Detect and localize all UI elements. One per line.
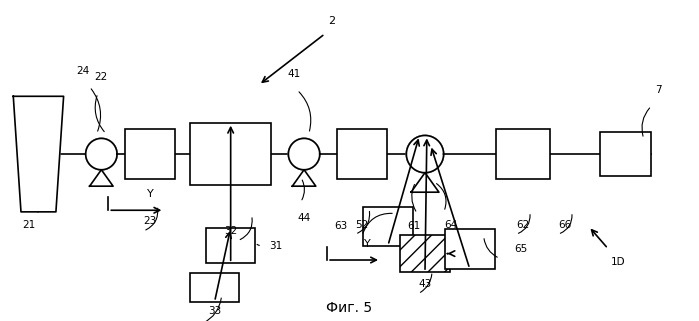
Polygon shape — [86, 138, 117, 170]
Polygon shape — [289, 138, 319, 170]
Bar — [337, 129, 387, 179]
Text: 41: 41 — [287, 69, 300, 79]
Bar — [445, 229, 495, 269]
Text: Фиг. 5: Фиг. 5 — [326, 301, 373, 315]
Text: 64: 64 — [445, 220, 457, 230]
Bar — [496, 129, 550, 179]
Text: 33: 33 — [208, 306, 221, 317]
Text: 2: 2 — [329, 16, 336, 26]
Text: 52: 52 — [356, 220, 368, 230]
Polygon shape — [13, 96, 64, 212]
Bar — [600, 132, 651, 176]
Text: Y: Y — [363, 239, 370, 249]
Polygon shape — [411, 173, 439, 192]
Text: 62: 62 — [517, 220, 529, 230]
Text: 21: 21 — [23, 220, 36, 230]
Bar — [190, 273, 239, 302]
Text: 23: 23 — [144, 216, 157, 227]
Polygon shape — [89, 170, 113, 186]
Text: 66: 66 — [559, 220, 571, 230]
Polygon shape — [292, 170, 316, 186]
Text: 32: 32 — [224, 226, 237, 236]
Text: 7: 7 — [655, 85, 662, 95]
Text: 44: 44 — [298, 213, 310, 223]
Text: 22: 22 — [95, 72, 108, 82]
Text: 24: 24 — [76, 65, 89, 76]
Bar — [125, 129, 175, 179]
Text: 43: 43 — [419, 279, 431, 289]
Text: 31: 31 — [270, 240, 282, 251]
Bar — [400, 235, 450, 272]
Bar — [190, 123, 271, 186]
Text: 61: 61 — [408, 221, 420, 231]
Text: 65: 65 — [514, 244, 527, 254]
Bar — [206, 228, 255, 263]
Polygon shape — [406, 135, 444, 173]
Text: 1D: 1D — [612, 256, 626, 267]
Text: 63: 63 — [335, 221, 347, 231]
Bar — [363, 207, 413, 246]
Text: Y: Y — [147, 189, 154, 199]
